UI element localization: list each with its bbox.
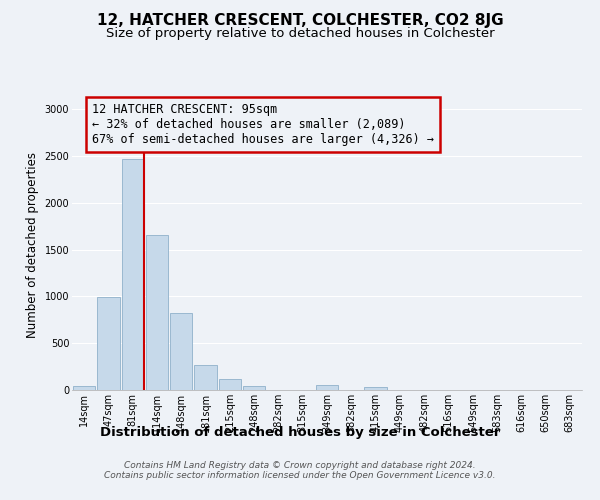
Text: Contains HM Land Registry data © Crown copyright and database right 2024.
Contai: Contains HM Land Registry data © Crown c… — [104, 460, 496, 480]
Bar — [243, 386, 265, 390]
Bar — [73, 386, 95, 390]
Text: Size of property relative to detached houses in Colchester: Size of property relative to detached ho… — [106, 28, 494, 40]
Text: Distribution of detached houses by size in Colchester: Distribution of detached houses by size … — [100, 426, 500, 439]
Text: 12, HATCHER CRESCENT, COLCHESTER, CO2 8JG: 12, HATCHER CRESCENT, COLCHESTER, CO2 8J… — [97, 12, 503, 28]
Bar — [218, 379, 241, 390]
Bar — [146, 234, 168, 390]
Bar — [316, 386, 338, 390]
Bar — [364, 387, 387, 390]
Text: 12 HATCHER CRESCENT: 95sqm
← 32% of detached houses are smaller (2,089)
67% of s: 12 HATCHER CRESCENT: 95sqm ← 32% of deta… — [92, 103, 434, 146]
Bar — [97, 298, 119, 390]
Bar — [122, 159, 144, 390]
Bar — [170, 314, 193, 390]
Y-axis label: Number of detached properties: Number of detached properties — [26, 152, 39, 338]
Bar — [194, 364, 217, 390]
